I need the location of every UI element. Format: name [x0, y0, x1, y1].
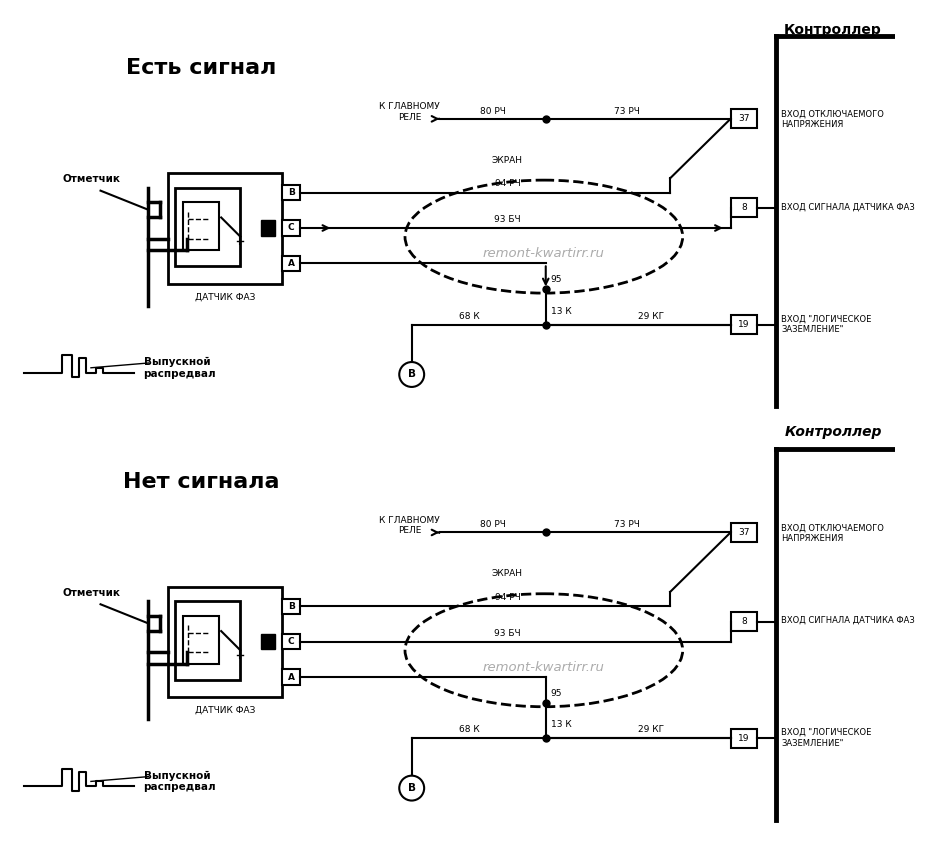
Text: Контроллер: Контроллер: [784, 22, 882, 37]
Text: 93 БЧ: 93 БЧ: [494, 215, 521, 224]
Text: Выпускной
распредвал: Выпускной распредвал: [144, 771, 216, 792]
Text: Есть сигнал: Есть сигнал: [126, 58, 276, 78]
Text: 19: 19: [739, 320, 750, 329]
Text: C: C: [288, 637, 295, 646]
Text: 80 РЧ: 80 РЧ: [481, 520, 506, 530]
Text: Выпускной
распредвал: Выпускной распредвал: [144, 357, 216, 379]
Text: ВХОД СИГНАЛА ДАТЧИКА ФАЗ: ВХОД СИГНАЛА ДАТЧИКА ФАЗ: [782, 202, 915, 212]
Text: Отметчик: Отметчик: [63, 588, 121, 598]
Text: 29 КГ: 29 КГ: [638, 725, 664, 734]
Text: ЗАЗЕМЛЕНИЕ": ЗАЗЕМЛЕНИЕ": [782, 739, 843, 747]
Text: ВХОД ОТКЛЮЧАЕМОГО: ВХОД ОТКЛЮЧАЕМОГО: [782, 523, 885, 532]
Text: 37: 37: [739, 115, 750, 123]
Text: 8: 8: [741, 203, 747, 213]
Text: 94 РЧ: 94 РЧ: [495, 593, 520, 602]
Text: ВХОД ОТКЛЮЧАЕМОГО: ВХОД ОТКЛЮЧАЕМОГО: [782, 109, 885, 119]
Text: НАПРЯЖЕНИЯ: НАПРЯЖЕНИЯ: [782, 120, 843, 129]
Bar: [183, 616, 219, 664]
Bar: [183, 202, 219, 250]
Bar: [282, 669, 300, 684]
Text: Отметчик: Отметчик: [63, 174, 121, 184]
Text: ВХОД "ЛОГИЧЕСКОЕ: ВХОД "ЛОГИЧЕСКОЕ: [782, 728, 871, 737]
Text: К ГЛАВНОМУ
РЕЛЕ: К ГЛАВНОМУ РЕЛЕ: [380, 102, 440, 122]
Text: 73 РЧ: 73 РЧ: [614, 520, 640, 530]
Text: B: B: [288, 188, 295, 197]
Text: 19: 19: [739, 734, 750, 743]
Bar: [730, 728, 757, 748]
Bar: [730, 612, 757, 631]
Text: 68 К: 68 К: [459, 312, 480, 320]
Text: remont-kwartirr.ru: remont-kwartirr.ru: [482, 661, 605, 674]
Bar: [282, 220, 300, 236]
Bar: [175, 601, 240, 680]
Text: ЭКРАН: ЭКРАН: [492, 156, 523, 164]
Bar: [282, 598, 300, 614]
Text: remont-kwartirr.ru: remont-kwartirr.ru: [482, 247, 605, 260]
Text: ВХОД "ЛОГИЧЕСКОЕ: ВХОД "ЛОГИЧЕСКОЕ: [782, 314, 871, 324]
Text: ЗАЗЕМЛЕНИЕ": ЗАЗЕМЛЕНИЕ": [782, 325, 843, 334]
Polygon shape: [262, 634, 275, 649]
Text: ДАТЧИК ФАЗ: ДАТЧИК ФАЗ: [194, 706, 255, 715]
Polygon shape: [262, 220, 275, 236]
Bar: [282, 256, 300, 271]
Text: 95: 95: [551, 689, 562, 697]
Text: 95: 95: [551, 276, 562, 284]
Text: К ГЛАВНОМУ
РЕЛЕ: К ГЛАВНОМУ РЕЛЕ: [380, 516, 440, 536]
Text: 94 РЧ: 94 РЧ: [495, 179, 520, 189]
Text: 13 К: 13 К: [551, 721, 571, 729]
Bar: [730, 523, 757, 542]
Bar: [175, 188, 240, 266]
Text: В: В: [408, 369, 416, 380]
Text: B: B: [288, 602, 295, 610]
Bar: [167, 173, 282, 283]
Circle shape: [399, 776, 424, 801]
Text: Контроллер: Контроллер: [784, 425, 882, 439]
Text: 37: 37: [739, 528, 750, 537]
Text: НАПРЯЖЕНИЯ: НАПРЯЖЕНИЯ: [782, 534, 843, 542]
Text: ЭКРАН: ЭКРАН: [492, 569, 523, 578]
Text: 68 К: 68 К: [459, 725, 480, 734]
Circle shape: [399, 362, 424, 387]
Bar: [730, 198, 757, 218]
Text: ДАТЧИК ФАЗ: ДАТЧИК ФАЗ: [194, 293, 255, 301]
Bar: [282, 634, 300, 649]
Bar: [167, 587, 282, 697]
Text: 73 РЧ: 73 РЧ: [614, 107, 640, 115]
Text: C: C: [288, 224, 295, 232]
Text: 29 КГ: 29 КГ: [638, 312, 664, 320]
Text: A: A: [288, 672, 295, 682]
Text: В: В: [408, 784, 416, 793]
Bar: [730, 109, 757, 128]
Text: 80 РЧ: 80 РЧ: [481, 107, 506, 115]
Text: 8: 8: [741, 617, 747, 626]
Bar: [282, 185, 300, 201]
Text: ВХОД СИГНАЛА ДАТЧИКА ФАЗ: ВХОД СИГНАЛА ДАТЧИКА ФАЗ: [782, 616, 915, 625]
Text: A: A: [288, 259, 295, 268]
Text: Нет сигнала: Нет сигнала: [122, 472, 280, 492]
Text: 13 К: 13 К: [551, 307, 571, 316]
Text: 93 БЧ: 93 БЧ: [494, 629, 521, 637]
Bar: [730, 315, 757, 334]
